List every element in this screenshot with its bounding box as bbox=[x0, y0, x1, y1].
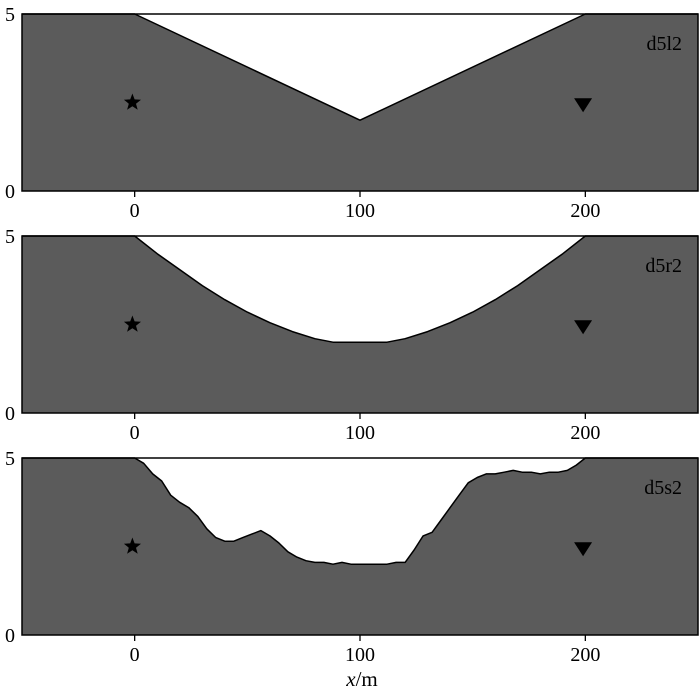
panel-label: d5r2 bbox=[645, 255, 682, 277]
surface-line bbox=[22, 235, 698, 343]
terrain-area bbox=[22, 14, 698, 191]
x-tick-label: 100 bbox=[345, 200, 375, 222]
source-star-marker bbox=[123, 93, 141, 110]
terrain-area bbox=[22, 458, 698, 635]
y-tick-label: 0 bbox=[5, 403, 15, 425]
y-tick-label: 0 bbox=[5, 625, 15, 647]
x-tick-label: 0 bbox=[130, 200, 140, 222]
source-star-marker bbox=[123, 315, 141, 332]
x-tick-label: 200 bbox=[570, 644, 600, 666]
panel-d5r2: 0 100 200 0 5 d5r2 bbox=[5, 226, 699, 444]
x-axis-title: x/m bbox=[345, 667, 378, 691]
source-star-marker bbox=[123, 537, 141, 554]
terrain-area bbox=[22, 236, 698, 413]
panel-d5s2: 0 100 200 0 5 d5s2 bbox=[5, 448, 699, 666]
panel-label: d5s2 bbox=[644, 477, 682, 499]
x-tick-label: 100 bbox=[345, 644, 375, 666]
panels: 0 100 200 0 5 d5l2 0 100 200 0 5 d5r2 0 100 200 0 5 d5s2 bbox=[5, 4, 699, 666]
receiver-triangle-marker bbox=[574, 98, 593, 113]
y-tick-label: 0 bbox=[5, 181, 15, 203]
x-tick-label: 200 bbox=[570, 200, 600, 222]
y-tick-label: 5 bbox=[5, 448, 15, 470]
panel-label: d5l2 bbox=[646, 33, 682, 55]
panel-d5l2: 0 100 200 0 5 d5l2 bbox=[5, 4, 699, 222]
y-tick-label: 5 bbox=[5, 226, 15, 248]
x-tick-label: 100 bbox=[345, 422, 375, 444]
surface-line bbox=[22, 457, 698, 565]
x-tick-label: 0 bbox=[130, 422, 140, 444]
y-tick-label: 5 bbox=[5, 4, 15, 26]
x-axis-var: x bbox=[345, 667, 356, 691]
receiver-triangle-marker bbox=[574, 320, 593, 335]
x-tick-label: 0 bbox=[130, 644, 140, 666]
x-axis-unit: /m bbox=[356, 667, 378, 691]
x-tick-label: 200 bbox=[570, 422, 600, 444]
receiver-triangle-marker bbox=[574, 542, 593, 557]
